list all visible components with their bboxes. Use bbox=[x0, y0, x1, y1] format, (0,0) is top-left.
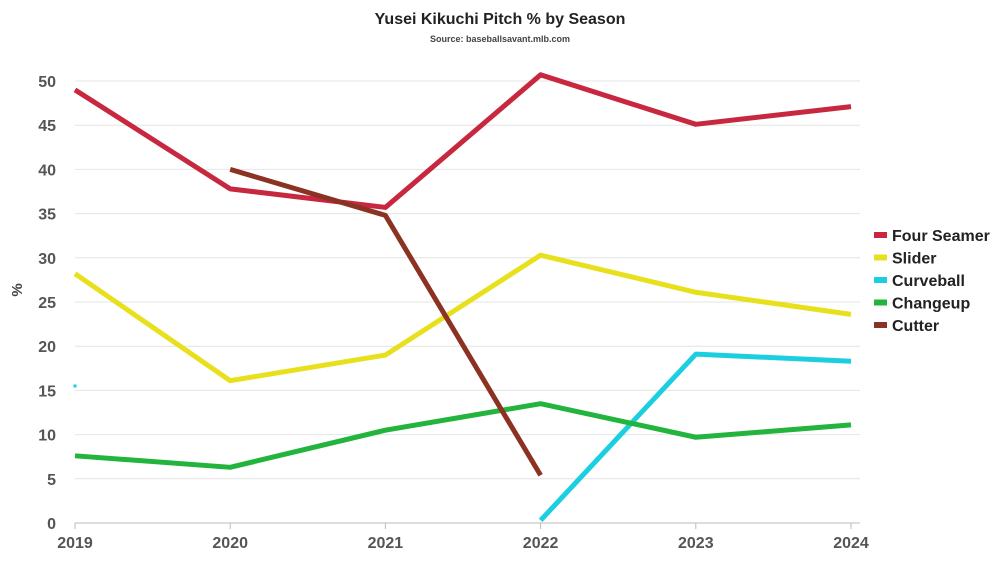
x-tick-label: 2021 bbox=[368, 535, 404, 552]
legend-label-four-seamer: Four Seamer bbox=[892, 228, 990, 245]
legend-label-slider: Slider bbox=[892, 251, 936, 268]
y-tick-label: 30 bbox=[38, 251, 56, 268]
x-tick-label: 2022 bbox=[523, 535, 559, 552]
x-tick-label: 2019 bbox=[57, 535, 93, 552]
y-tick-label: 25 bbox=[38, 295, 56, 312]
y-tick-label: 15 bbox=[38, 383, 56, 400]
legend-swatch-changeup bbox=[874, 299, 887, 306]
y-tick-label: 20 bbox=[38, 339, 56, 356]
y-axis-label: % bbox=[9, 283, 26, 296]
legend-swatch-curveball bbox=[874, 277, 887, 283]
series-line-four-seamer bbox=[73, 72, 852, 210]
legend-swatch-four-seamer bbox=[874, 232, 887, 238]
y-tick-label: 50 bbox=[38, 74, 56, 91]
y-tick-label: 45 bbox=[38, 118, 56, 135]
series-line-changeup bbox=[74, 401, 852, 470]
legend-label-curveball: Curveball bbox=[892, 273, 965, 290]
chart-title: Yusei Kikuchi Pitch % by Season bbox=[375, 11, 626, 28]
chart-subtitle: Source: baseballsavant.mlb.com bbox=[430, 34, 570, 44]
y-tick-label: 35 bbox=[38, 207, 56, 224]
y-tick-label: 40 bbox=[38, 162, 56, 179]
x-tick-label: 2024 bbox=[833, 535, 869, 552]
legend-swatch-cutter bbox=[874, 322, 887, 328]
y-tick-label: 0 bbox=[47, 516, 56, 533]
y-tick-label: 5 bbox=[47, 472, 56, 489]
legend-label-changeup: Changeup bbox=[892, 296, 970, 313]
x-tick-label: 2023 bbox=[678, 535, 714, 552]
legend-swatch-slider bbox=[874, 254, 887, 261]
series-line-slider bbox=[73, 252, 852, 384]
y-tick-label: 10 bbox=[38, 428, 56, 445]
legend-label-cutter: Cutter bbox=[892, 318, 939, 335]
x-tick-label: 2020 bbox=[212, 535, 248, 552]
